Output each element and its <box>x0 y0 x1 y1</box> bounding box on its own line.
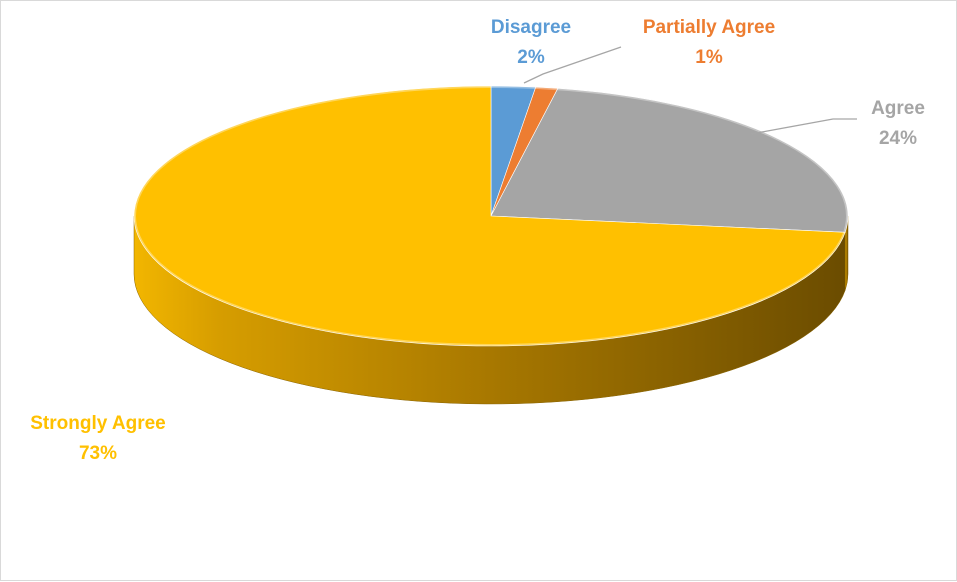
data-labels: Disagree 2% Partially Agree 1% Agree 24% Stron… <box>30 17 925 464</box>
pie-slice-strongly-agree[interactable] <box>133 85 846 347</box>
pie-rim-highlight <box>134 86 848 346</box>
data-label-value-strongly-agree: 73% <box>79 443 117 464</box>
pie-slice-agree[interactable] <box>490 87 849 233</box>
leader-line-agree <box>750 118 857 135</box>
data-label-value-partially-agree: 1% <box>695 47 723 68</box>
pie-slices <box>133 85 849 347</box>
data-label-strongly-agree: Strongly Agree <box>30 413 166 434</box>
data-label-value-agree: 24% <box>879 128 917 149</box>
data-label-value-disagree: 2% <box>517 47 545 68</box>
data-label-agree: Agree <box>871 98 925 119</box>
data-label-partially-agree: Partially Agree <box>643 17 775 38</box>
leader-line-partially-agree <box>523 46 622 84</box>
data-label-disagree: Disagree <box>491 17 571 38</box>
leader-lines <box>523 46 857 135</box>
